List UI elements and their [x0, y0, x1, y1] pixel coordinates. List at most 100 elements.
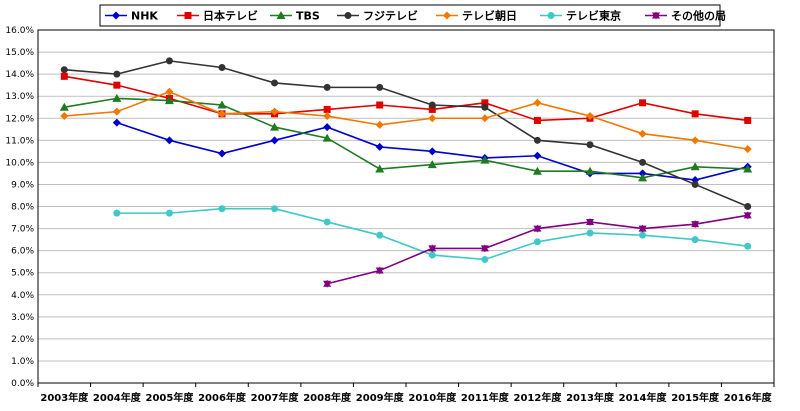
y-tick-label: 0.0% — [11, 379, 34, 389]
series-4-point — [586, 112, 594, 121]
series-1-point — [481, 99, 489, 107]
series-5-point — [218, 205, 226, 213]
y-tick-label: 11.0% — [5, 136, 34, 146]
legend-box — [99, 4, 721, 27]
series-6-point — [638, 224, 647, 233]
legend-item: NHK — [105, 10, 158, 23]
series-5-point — [113, 209, 121, 217]
series-4-point — [323, 112, 332, 121]
y-tick-label: 13.0% — [5, 92, 34, 102]
series-1-point — [376, 101, 384, 109]
series-2-point — [480, 155, 490, 164]
series-3 — [60, 57, 752, 210]
series-2-point — [270, 122, 280, 131]
series-layer — [59, 57, 753, 288]
series-2-line — [64, 97, 748, 179]
series-6-point-part — [743, 212, 752, 220]
series-6-point — [743, 211, 752, 220]
series-0-point — [533, 151, 542, 160]
series-4-point — [112, 107, 121, 116]
legend-label: TBS — [296, 10, 320, 23]
y-tick-label: 7.0% — [11, 225, 34, 235]
series-3-point — [113, 70, 121, 78]
series-2-point — [638, 173, 648, 182]
x-tick-label: 2016年度 — [724, 391, 773, 404]
series-4-line — [64, 90, 748, 150]
series-6-point — [691, 220, 700, 229]
series-6-point-part — [375, 267, 384, 275]
series-1-point — [60, 72, 68, 80]
series-1 — [60, 72, 752, 124]
legend-marker — [344, 12, 352, 19]
series-2-point — [164, 96, 174, 105]
series-5-point — [323, 218, 331, 226]
series-3-point — [428, 101, 436, 109]
grid — [38, 29, 774, 384]
series-4-point — [60, 112, 69, 121]
x-tick-label: 2004年度 — [93, 391, 142, 404]
series-2-point — [112, 93, 122, 102]
series-0-point — [323, 123, 332, 132]
y-tick-label: 8.0% — [11, 203, 34, 213]
series-6-point — [480, 244, 489, 253]
legend-marker-part — [652, 12, 660, 20]
series-2-point — [217, 100, 227, 109]
series-3-point — [271, 79, 279, 87]
x-tick-label: 2003年度 — [40, 391, 89, 404]
series-0-point — [375, 142, 384, 151]
series-1-point — [639, 99, 647, 107]
legend-item: テレビ朝日 — [436, 9, 517, 23]
legend-item: その他の局 — [645, 9, 726, 23]
legend-label: NHK — [131, 10, 158, 23]
series-0-point — [165, 136, 174, 145]
series-3-point — [586, 141, 594, 149]
series-1-point — [744, 116, 752, 124]
legend-marker — [276, 11, 286, 19]
series-0-point — [270, 136, 279, 145]
y-tick-label: 16.0% — [5, 26, 34, 36]
series-6 — [323, 211, 752, 288]
series-6-point-part — [480, 245, 489, 253]
series-1-point — [533, 116, 541, 124]
series-2-point — [585, 166, 595, 175]
legend-marker — [547, 12, 555, 19]
series-0-point — [428, 147, 437, 156]
series-4-point — [533, 98, 542, 107]
x-tick-label: 2008年度 — [303, 391, 352, 404]
series-3-point — [376, 83, 384, 91]
series-5-point — [165, 209, 173, 217]
y-tick-label: 15.0% — [5, 48, 34, 58]
y-tick-label: 2.0% — [11, 335, 34, 345]
y-tick-label: 9.0% — [11, 180, 34, 190]
series-6-point-part — [323, 280, 332, 288]
series-3-point — [639, 158, 647, 166]
x-tick-label: 2005年度 — [146, 391, 195, 404]
x-tick-label: 2007年度 — [251, 391, 300, 404]
series-3-point — [744, 203, 752, 210]
series-1-point — [691, 110, 699, 118]
series-6-point-part — [691, 221, 700, 229]
series-2 — [59, 93, 753, 182]
legend-item: 日本テレビ — [177, 9, 258, 23]
series-2-point — [532, 166, 542, 175]
series-3-point — [533, 136, 541, 144]
legend-item: TBS — [270, 10, 320, 23]
legend-item: テレビ東京 — [540, 9, 621, 23]
series-2-point — [427, 160, 437, 169]
series-5-point — [376, 231, 384, 239]
x-tick-label: 2014年度 — [619, 391, 668, 404]
x-tick-label: 2012年度 — [514, 391, 563, 404]
legend-label: テレビ東京 — [566, 9, 621, 23]
y-tick-label: 5.0% — [11, 269, 34, 279]
series-4-point — [165, 87, 174, 96]
x-tick-label: 2009年度 — [356, 391, 405, 404]
series-2-point — [690, 162, 700, 171]
y-tick-label: 4.0% — [11, 291, 34, 301]
series-5 — [113, 205, 752, 263]
series-4-point — [270, 107, 279, 116]
series-6-point — [533, 224, 542, 233]
series-4-point — [480, 114, 489, 123]
series-4-point — [428, 114, 437, 123]
series-1-point — [113, 81, 121, 89]
